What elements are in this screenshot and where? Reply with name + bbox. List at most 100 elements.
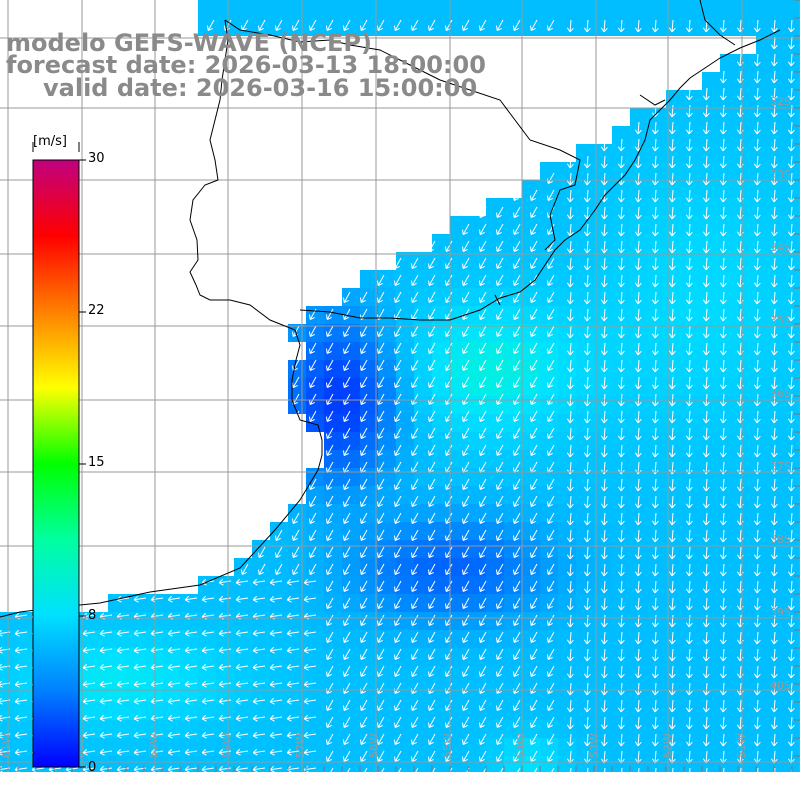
wind-arrow — [566, 19, 574, 33]
wind-cell — [18, 630, 36, 648]
wind-arrow — [617, 529, 625, 543]
wind-arrow — [495, 444, 504, 456]
wind-arrow — [478, 512, 487, 524]
wind-cell — [630, 648, 648, 666]
wind-arrow — [529, 682, 538, 694]
wind-arrow — [495, 240, 504, 252]
lat-label: 35S — [770, 314, 791, 327]
wind-cell — [198, 738, 216, 756]
wind-cell — [342, 18, 360, 36]
wind-cell — [504, 252, 522, 270]
wind-arrow — [719, 563, 727, 577]
wind-cell — [792, 234, 800, 252]
wind-arrow — [787, 87, 795, 101]
wind-cell — [684, 342, 702, 360]
wind-arrow — [617, 682, 625, 696]
wind-cell — [486, 288, 504, 306]
wind-cell — [468, 540, 486, 558]
wind-cell — [396, 486, 414, 504]
wind-arrow — [753, 495, 761, 509]
wind-arrow — [342, 359, 351, 371]
wind-cell — [612, 612, 630, 630]
lat-label: 34S — [770, 241, 791, 254]
wind-cell — [540, 198, 558, 216]
wind-cell — [684, 702, 702, 720]
wind-arrow — [787, 291, 795, 305]
wind-arrow — [427, 359, 436, 371]
wind-cell — [576, 558, 594, 576]
wind-arrow — [787, 597, 795, 611]
wind-arrow — [342, 614, 351, 626]
wind-arrow — [495, 308, 504, 320]
wind-cell — [720, 756, 738, 774]
wind-cell — [648, 504, 666, 522]
wind-cell — [324, 612, 342, 630]
wind-arrow — [461, 19, 470, 31]
wind-arrow — [753, 325, 761, 339]
wind-arrow — [546, 580, 555, 592]
wind-cell — [198, 684, 216, 702]
wind-arrow — [342, 427, 351, 439]
wind-arrow — [325, 597, 334, 609]
wind-cell — [450, 486, 468, 504]
wind-cell — [378, 576, 396, 594]
wind-cell — [756, 666, 774, 684]
wind-arrow — [668, 376, 676, 390]
wind-arrow — [634, 563, 642, 577]
wind-cell — [540, 306, 558, 324]
wind-cell — [594, 414, 612, 432]
wind-cell — [306, 666, 324, 684]
wind-cell — [144, 666, 162, 684]
wind-arrow — [719, 257, 727, 271]
wind-arrow — [719, 495, 727, 509]
wind-arrow — [634, 257, 642, 271]
wind-arrow — [427, 444, 436, 456]
wind-arrow — [286, 714, 300, 722]
wind-cell — [324, 540, 342, 558]
wind-cell — [432, 432, 450, 450]
wind-arrow — [787, 648, 795, 662]
wind-cell — [378, 648, 396, 666]
wind-cell — [666, 324, 684, 342]
wind-arrow — [685, 291, 693, 305]
wind-cell — [378, 702, 396, 720]
unit-bracket — [32, 142, 80, 152]
wind-cell — [684, 522, 702, 540]
wind-arrow — [393, 342, 402, 354]
wind-cell — [774, 414, 792, 432]
wind-arrow — [235, 697, 249, 705]
wind-cell — [702, 342, 720, 360]
wind-arrow — [235, 731, 249, 739]
wind-cell — [756, 540, 774, 558]
wind-cell — [774, 720, 792, 738]
wind-cell — [756, 522, 774, 540]
wind-cell — [486, 558, 504, 576]
wind-arrow — [325, 512, 334, 524]
wind-arrow — [461, 223, 470, 235]
wind-cell — [306, 576, 324, 594]
wind-cell — [162, 612, 180, 630]
wind-cell — [774, 666, 792, 684]
wind-cell — [684, 180, 702, 198]
wind-cell — [378, 468, 396, 486]
wind-arrow — [600, 512, 608, 526]
wind-cell — [396, 684, 414, 702]
wind-cell — [540, 216, 558, 234]
wind-arrow — [512, 631, 521, 643]
wind-arrow — [651, 172, 659, 186]
wind-arrow — [529, 189, 538, 201]
wind-cell — [342, 450, 360, 468]
wind-arrow — [218, 748, 232, 756]
wind-cell — [630, 720, 648, 738]
wind-arrow — [529, 631, 538, 643]
wind-arrow — [668, 291, 676, 305]
wind-cell — [576, 450, 594, 468]
wind-cell — [774, 702, 792, 720]
wind-cell — [450, 270, 468, 288]
wind-cell — [756, 288, 774, 306]
wind-arrow — [427, 19, 436, 31]
wind-arrow — [269, 731, 283, 739]
wind-arrow — [359, 648, 368, 660]
wind-cell — [792, 468, 800, 486]
wind-arrow — [512, 699, 521, 711]
